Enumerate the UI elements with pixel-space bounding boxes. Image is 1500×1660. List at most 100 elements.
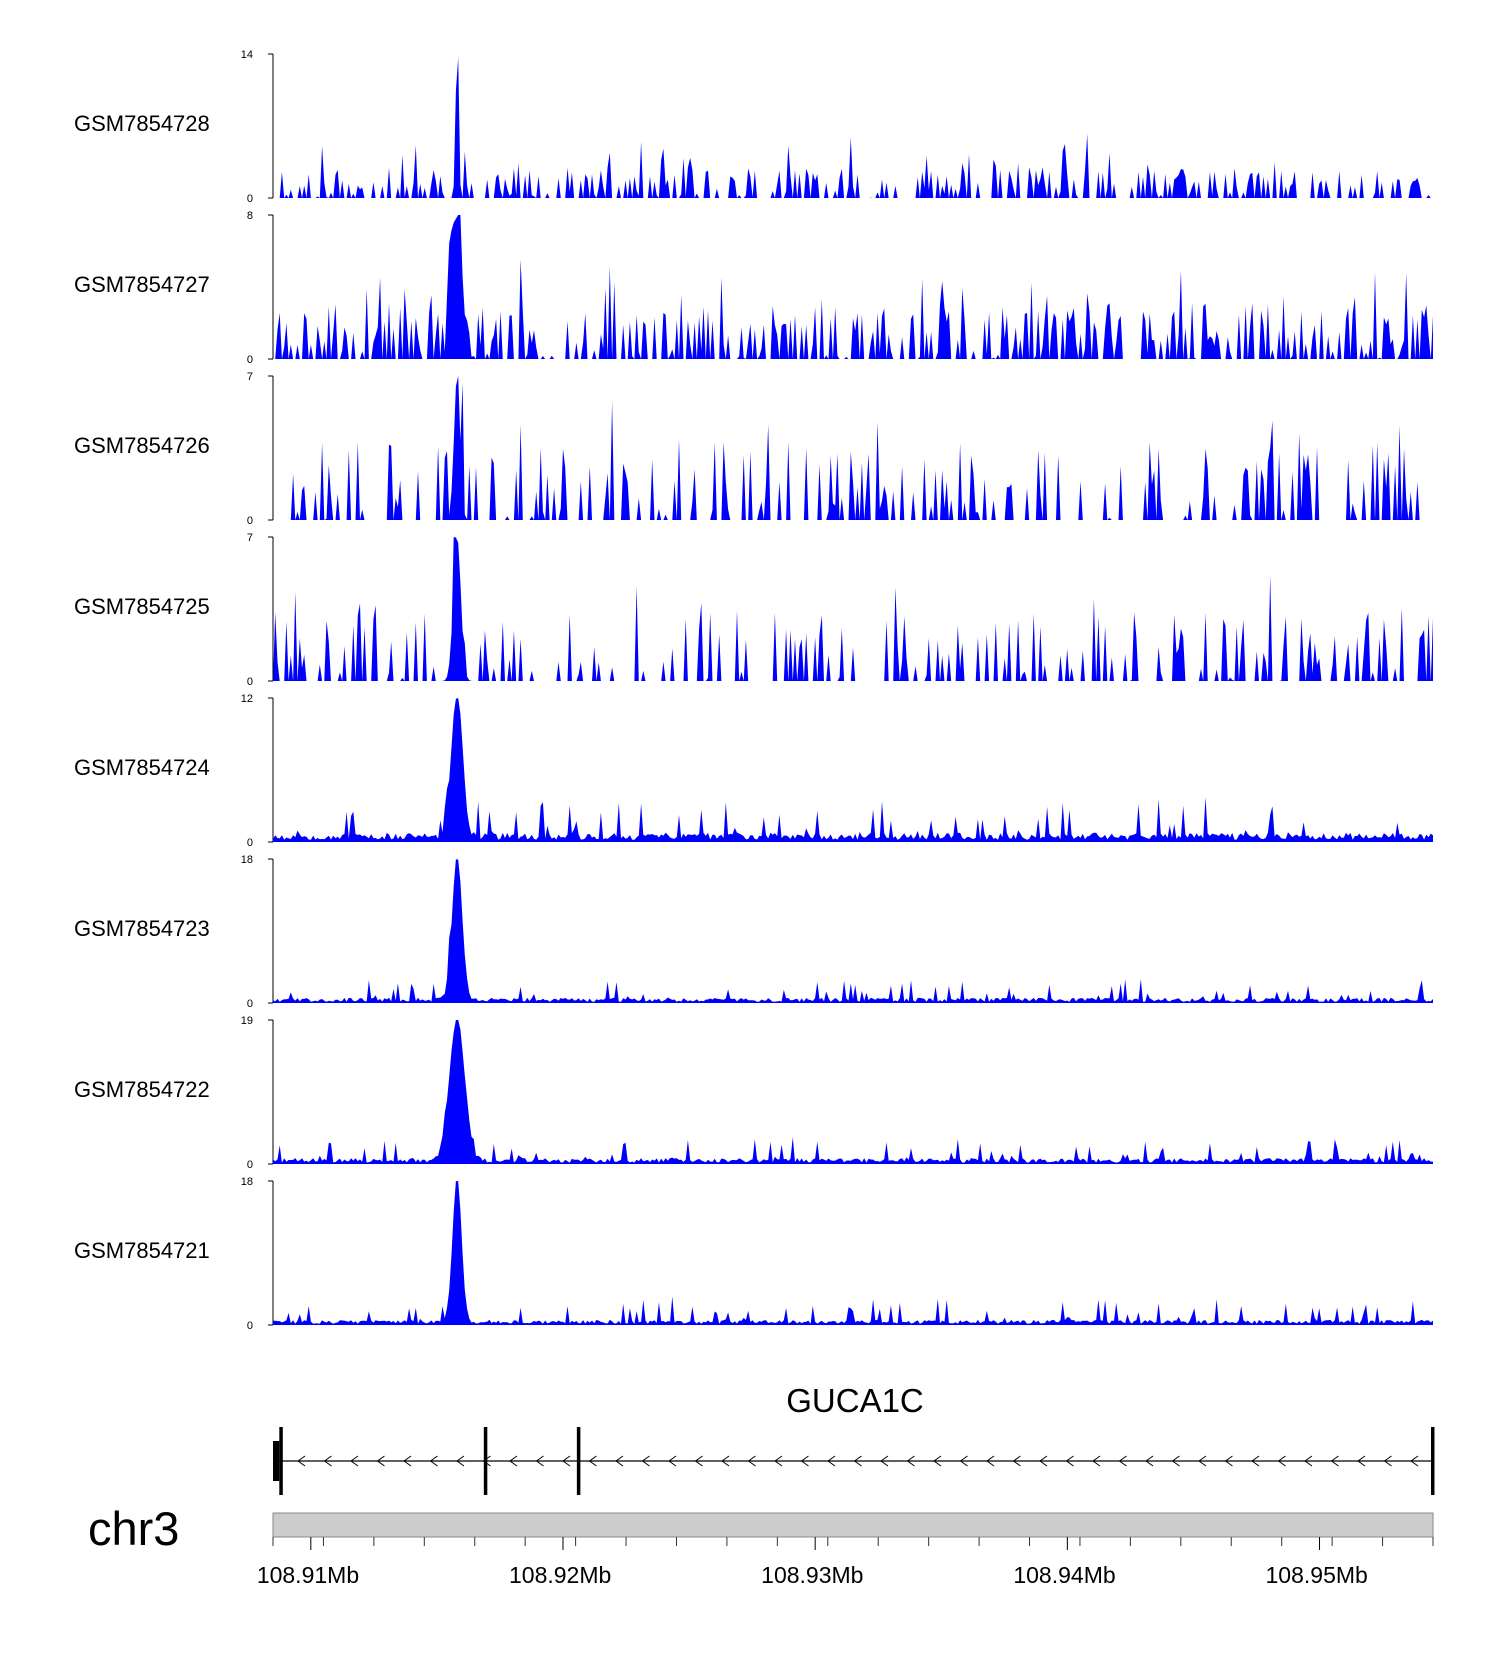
track-label: GSM7854721 bbox=[74, 1238, 210, 1263]
strand-arrow bbox=[376, 1455, 385, 1467]
strand-arrow bbox=[1171, 1455, 1180, 1467]
x-tick-label: 108.92Mb bbox=[509, 1562, 611, 1588]
track-GSM7854723: GSM7854723 18 0 bbox=[74, 854, 1433, 1010]
track-label: GSM7854723 bbox=[74, 916, 210, 941]
coverage-area bbox=[273, 859, 1433, 1003]
coverage-area bbox=[273, 537, 1433, 681]
y-max-label: 18 bbox=[241, 854, 253, 866]
coverage-area bbox=[273, 1020, 1433, 1164]
strand-arrow bbox=[509, 1455, 518, 1467]
y-max-label: 7 bbox=[247, 532, 253, 544]
y-min-label: 0 bbox=[247, 676, 253, 688]
strand-arrow bbox=[641, 1455, 650, 1467]
y-max-label: 19 bbox=[241, 1015, 253, 1027]
exon-1 bbox=[273, 1441, 280, 1481]
strand-arrow bbox=[1410, 1455, 1419, 1467]
x-tick-label: 108.95Mb bbox=[1266, 1562, 1368, 1588]
track-label: GSM7854727 bbox=[74, 272, 210, 297]
y-max-label: 8 bbox=[247, 210, 253, 222]
y-min-label: 0 bbox=[247, 998, 253, 1010]
strand-arrow bbox=[774, 1455, 783, 1467]
strand-arrow bbox=[429, 1455, 438, 1467]
y-min-label: 0 bbox=[247, 837, 253, 849]
track-GSM7854728: GSM7854728 14 0 bbox=[74, 49, 1433, 205]
strand-arrow bbox=[1145, 1455, 1154, 1467]
coverage-tracks: GSM7854728140GSM785472780GSM785472670GSM… bbox=[74, 49, 1433, 1332]
x-tick-label: 108.91Mb bbox=[257, 1562, 359, 1588]
x-tick-label: 108.93Mb bbox=[761, 1562, 863, 1588]
strand-arrow bbox=[1039, 1455, 1048, 1467]
strand-arrow bbox=[456, 1455, 465, 1467]
strand-arrow bbox=[1012, 1455, 1021, 1467]
x-tick-label: 108.94Mb bbox=[1013, 1562, 1115, 1588]
x-axis: 108.91Mb 108.92Mb 108.93Mb 108.94Mb 108.95Mb bbox=[257, 1537, 1434, 1588]
track-GSM7854722: GSM7854722 19 0 bbox=[74, 1015, 1433, 1171]
strand-arrow bbox=[1251, 1455, 1260, 1467]
y-min-label: 0 bbox=[247, 515, 253, 527]
track-GSM7854724: GSM7854724 12 0 bbox=[74, 693, 1433, 849]
strand-arrow bbox=[403, 1455, 412, 1467]
strand-arrow bbox=[668, 1455, 677, 1467]
track-label: GSM7854724 bbox=[74, 755, 210, 780]
strand-arrow bbox=[827, 1455, 836, 1467]
y-min-label: 0 bbox=[247, 354, 253, 366]
track-label: GSM7854722 bbox=[74, 1077, 210, 1102]
strand-arrow bbox=[1357, 1455, 1366, 1467]
strand-arrow bbox=[721, 1455, 730, 1467]
strand-arrow bbox=[297, 1455, 306, 1467]
y-max-label: 14 bbox=[241, 49, 253, 61]
y-min-label: 0 bbox=[247, 1159, 253, 1171]
strand-arrow bbox=[986, 1455, 995, 1467]
strand-arrow bbox=[880, 1455, 889, 1467]
y-max-label: 12 bbox=[241, 693, 253, 705]
strand-arrow bbox=[853, 1455, 862, 1467]
chromosome-bar bbox=[272, 1512, 1434, 1538]
track-GSM7854726: GSM7854726 7 0 bbox=[74, 371, 1433, 527]
gene-exons bbox=[273, 1427, 1435, 1495]
y-min-label: 0 bbox=[247, 1320, 253, 1332]
chromosome-axis: chr3 108.91Mb 108.92Mb 108.93Mb 108.94Mb 108… bbox=[88, 1502, 1434, 1588]
strand-arrow bbox=[959, 1455, 968, 1467]
strand-arrow bbox=[747, 1455, 756, 1467]
strand-arrow bbox=[1065, 1455, 1074, 1467]
track-GSM7854727: GSM7854727 8 0 bbox=[74, 210, 1433, 366]
strand-arrow bbox=[1277, 1455, 1286, 1467]
strand-arrow bbox=[906, 1455, 915, 1467]
coverage-area bbox=[273, 376, 1433, 520]
strand-arrow bbox=[535, 1455, 544, 1467]
track-GSM7854721: GSM7854721 18 0 bbox=[74, 1176, 1433, 1332]
chromosome-label: chr3 bbox=[88, 1502, 179, 1555]
exon-4 bbox=[576, 1427, 581, 1495]
track-GSM7854725: GSM7854725 7 0 bbox=[74, 532, 1433, 688]
strand-arrow bbox=[933, 1455, 942, 1467]
exon-5 bbox=[1430, 1427, 1435, 1495]
track-label: GSM7854728 bbox=[74, 111, 210, 136]
strand-arrow bbox=[1118, 1455, 1127, 1467]
strand-arrow bbox=[562, 1455, 571, 1467]
strand-arrow bbox=[1383, 1455, 1392, 1467]
strand-arrow bbox=[694, 1455, 703, 1467]
track-label: GSM7854726 bbox=[74, 433, 210, 458]
strand-arrow bbox=[482, 1455, 491, 1467]
strand-arrow bbox=[1330, 1455, 1339, 1467]
gene-name-label: GUCA1C bbox=[786, 1382, 924, 1419]
strand-arrow bbox=[1224, 1455, 1233, 1467]
strand-arrow bbox=[800, 1455, 809, 1467]
track-label: GSM7854725 bbox=[74, 594, 210, 619]
strand-arrow bbox=[350, 1455, 359, 1467]
strand-arrow bbox=[1198, 1455, 1207, 1467]
exon-3 bbox=[483, 1427, 488, 1495]
y-max-label: 7 bbox=[247, 371, 253, 383]
strand-arrow bbox=[323, 1455, 332, 1467]
strand-arrow bbox=[588, 1455, 597, 1467]
gene-track: GUCA1C bbox=[273, 1382, 1435, 1495]
y-min-label: 0 bbox=[247, 193, 253, 205]
strand-arrow bbox=[615, 1455, 624, 1467]
coverage-area bbox=[273, 698, 1433, 842]
strand-arrow bbox=[1304, 1455, 1313, 1467]
exon-2 bbox=[279, 1427, 283, 1495]
strand-arrow bbox=[1092, 1455, 1101, 1467]
strand-arrows bbox=[297, 1455, 1419, 1467]
y-max-label: 18 bbox=[241, 1176, 253, 1188]
